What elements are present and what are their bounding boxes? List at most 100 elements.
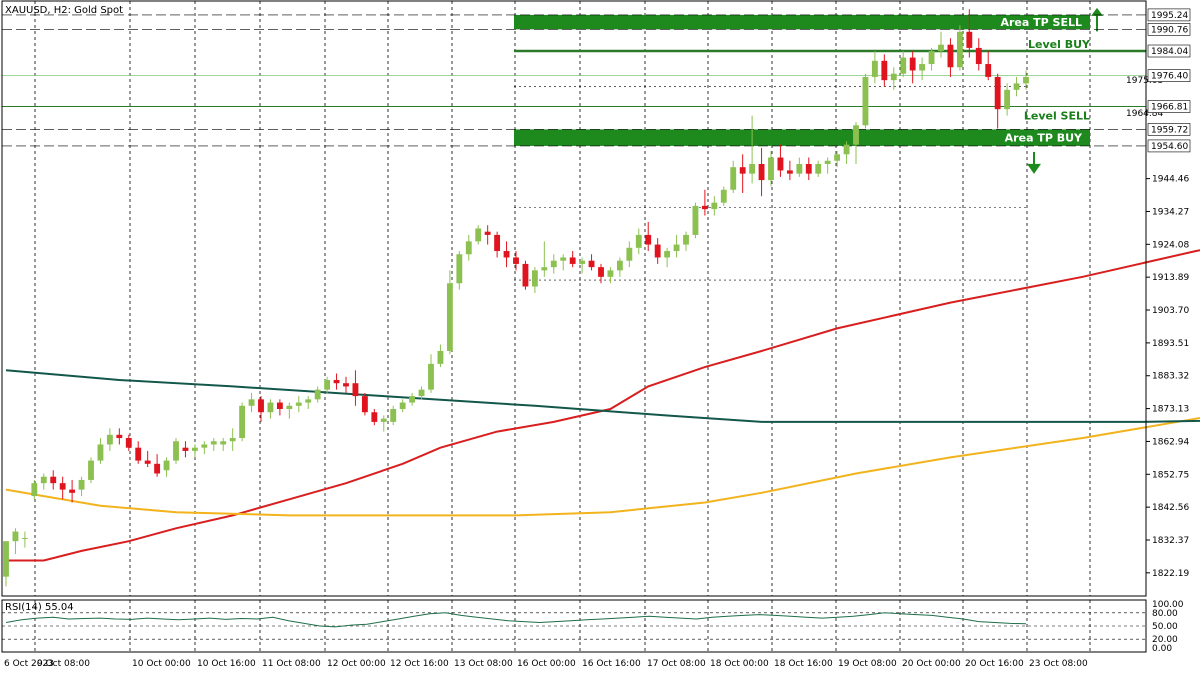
candle [437, 344, 444, 368]
candle-body [428, 363, 434, 390]
candle [1013, 76, 1020, 97]
candle-body [720, 189, 727, 203]
candle-body [890, 73, 897, 81]
candle [361, 392, 368, 416]
candle-body [182, 447, 189, 451]
candle-body [588, 260, 595, 268]
price-tag: 1976.40 [1151, 72, 1188, 82]
candle-body [88, 460, 94, 480]
candle-body [267, 402, 274, 413]
candle-body [390, 409, 397, 422]
candle-body [645, 234, 652, 245]
y-tick-label: 1832.37 [1152, 536, 1189, 546]
candle [654, 238, 661, 264]
x-tick-label: 18 Oct 00:00 [710, 659, 769, 669]
candle [50, 470, 57, 490]
candle-body [749, 163, 756, 174]
candle [390, 405, 397, 426]
candle [456, 251, 463, 290]
candle-body [560, 257, 567, 261]
candle-body [815, 163, 822, 174]
rsi-title: RSI(14) 55.04 [5, 602, 74, 613]
candle [484, 225, 491, 245]
price-pane[interactable]: Area TP SELL Area TP BUY Level BUY Level SE… [2, 1, 1200, 596]
candle-body [201, 444, 208, 448]
tp-zone-label: Area TP SELL [1000, 16, 1082, 29]
candle-body [683, 234, 689, 245]
x-tick-label: 11 Oct 08:00 [262, 659, 321, 669]
candle [692, 202, 699, 239]
candle-body [106, 434, 113, 445]
x-tick-label: 16 Oct 00:00 [517, 659, 576, 669]
candle-body [276, 402, 283, 410]
candle-body [3, 541, 9, 577]
candle-body [69, 489, 76, 493]
candle-body [163, 460, 170, 471]
x-tick-label: 13 Oct 08:00 [454, 659, 513, 669]
candle-body [484, 231, 491, 235]
price-tag: 1954.60 [1151, 142, 1188, 152]
candle [909, 51, 916, 84]
rsi-pane[interactable] [2, 600, 1146, 652]
candle-body [768, 157, 774, 181]
candle [229, 428, 236, 451]
x-tick-label: 20 Oct 00:00 [902, 659, 961, 669]
candle-body [399, 402, 406, 410]
candle [569, 251, 576, 268]
candle [69, 479, 76, 503]
y-tick-label: 1903.70 [1152, 306, 1189, 316]
candle [3, 541, 9, 587]
candle-body [380, 418, 387, 422]
candle-body [78, 479, 85, 490]
candle-body [758, 163, 765, 181]
candle-body [881, 60, 888, 81]
y-tick-label: 1924.08 [1152, 240, 1189, 250]
candle [635, 228, 642, 255]
candle [59, 476, 66, 500]
candle-body [456, 254, 463, 284]
candle-body [607, 270, 614, 277]
candle-body [1023, 76, 1029, 84]
candle-body [900, 57, 907, 74]
rsi-tick-label: 0.00 [1152, 644, 1172, 654]
candle [1023, 70, 1029, 90]
candle [994, 73, 1001, 129]
candle [295, 396, 302, 413]
candle [853, 122, 859, 164]
candle [106, 428, 113, 451]
candle-body [135, 447, 142, 461]
candle [560, 254, 567, 271]
candle [258, 396, 264, 422]
candle [919, 57, 926, 81]
candle [985, 51, 992, 81]
tp-zone-band [514, 14, 1090, 30]
price-tag-box [1147, 8, 1191, 22]
candle [324, 376, 331, 393]
candle [380, 415, 387, 432]
candle-body [654, 244, 661, 258]
candle-body [739, 167, 746, 174]
chart-title: XAUUSD, H2: Gold Spot [5, 5, 123, 16]
y-tick-label: 1913.89 [1152, 273, 1189, 283]
candle [730, 160, 737, 193]
price-tag: 1966.81 [1151, 103, 1188, 113]
x-tick-label: 6 Oct 2023 [4, 659, 54, 669]
candle-body [598, 267, 604, 277]
candle-body [626, 247, 633, 261]
candle [371, 409, 378, 426]
candle-body [956, 31, 963, 68]
x-tick-label: 10 Oct 16:00 [197, 659, 256, 669]
candle [777, 144, 784, 177]
candle-body [701, 205, 708, 210]
candle [900, 51, 907, 77]
price-tag-box [1147, 44, 1191, 58]
candle-body [144, 460, 151, 464]
candle-body [635, 234, 642, 248]
candle-body [59, 483, 66, 490]
candle-body [248, 399, 255, 406]
candle [749, 115, 756, 184]
candle [116, 428, 123, 445]
candle-body [173, 441, 179, 461]
x-tick-label: 23 Oct 08:00 [1029, 659, 1088, 669]
